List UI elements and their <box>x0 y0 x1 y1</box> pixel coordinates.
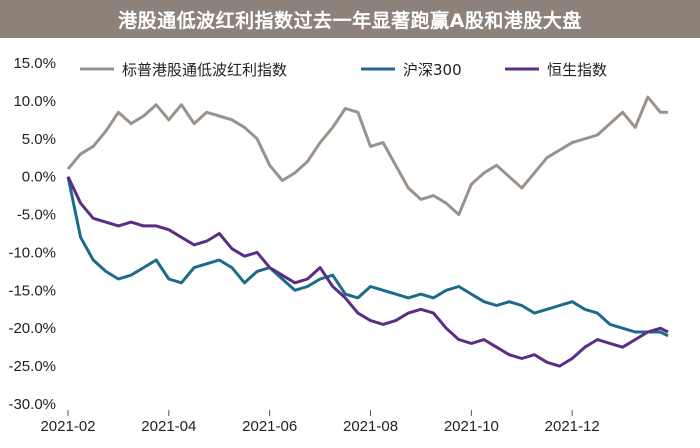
plot-area <box>66 95 669 368</box>
x-tick-label: 2021-12 <box>545 418 600 435</box>
legend-label-1: 标普港股通低波红利指数 <box>122 61 287 79</box>
y-tick-label: -5.0% <box>17 207 56 224</box>
y-tick-label: 5.0% <box>22 131 56 148</box>
y-axis: 15.0% 10.0% 5.0% 0.0% -5.0% -10.0% -15.0% -20.0… <box>8 55 56 413</box>
y-tick-label: 15.0% <box>13 55 56 72</box>
series-line-2 <box>66 176 669 338</box>
y-tick-label: -30.0% <box>8 396 56 413</box>
legend-label-3: 恒生指数 <box>547 61 607 79</box>
x-tick-label: 2021-10 <box>444 418 499 435</box>
y-tick-label: 0.0% <box>22 169 56 186</box>
y-tick-label: -20.0% <box>8 320 56 337</box>
x-tick-label: 2021-08 <box>343 418 398 435</box>
chart-title: 港股通低波红利指数过去一年显著跑赢A股和港股大盘 <box>0 0 700 38</box>
legend: 标普港股通低波红利指数 沪深300 恒生指数 <box>80 61 607 79</box>
line-chart: 标普港股通低波红利指数 沪深300 恒生指数 15.0% 10.0% 5.0% 0.0% -… <box>8 55 669 435</box>
x-tick-label: 2021-02 <box>40 418 95 435</box>
y-tick-label: 10.0% <box>13 93 56 110</box>
legend-label-2: 沪深300 <box>403 61 462 79</box>
y-tick-label: -25.0% <box>8 358 56 375</box>
y-tick-label: -15.0% <box>8 282 56 299</box>
x-tick-label: 2021-04 <box>141 418 196 435</box>
series-line-1 <box>66 95 668 217</box>
x-tick-label: 2021-06 <box>242 418 297 435</box>
x-axis: 2021-02 2021-04 2021-06 2021-08 2021-10 2021-… <box>40 410 600 435</box>
y-tick-label: -10.0% <box>8 244 56 261</box>
series-line-3 <box>66 176 669 368</box>
